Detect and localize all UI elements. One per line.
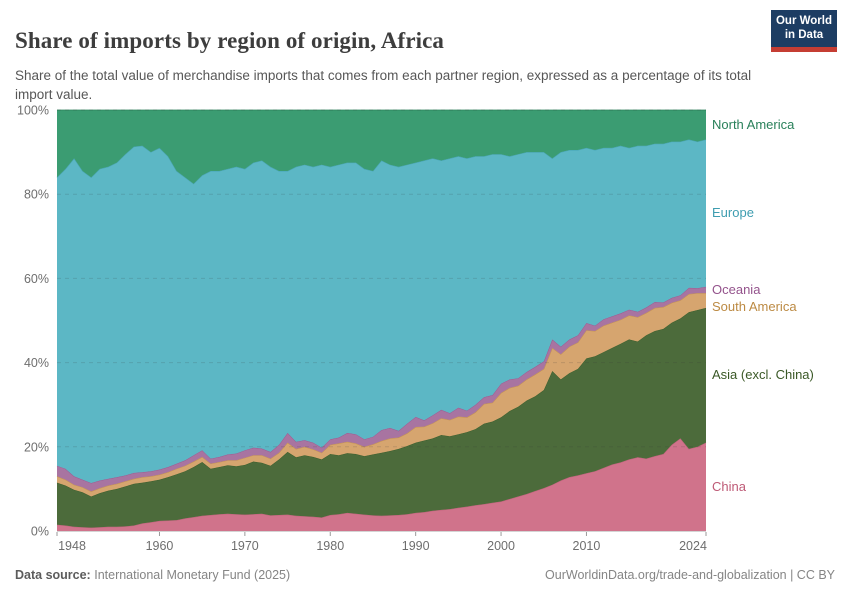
data-source-label: Data source: <box>15 568 91 582</box>
chart-subtitle: Share of the total value of merchandise … <box>15 67 752 102</box>
y-axis-tick-label-40: 40% <box>24 356 49 370</box>
owid-logo-line2: in Data <box>784 28 824 41</box>
y-axis-tick-label-20: 20% <box>24 440 49 454</box>
chart-area-china[interactable] <box>57 438 706 531</box>
chart-legend: North America Europe Oceania South America A… <box>712 0 847 560</box>
legend-label-oceania[interactable]: Oceania <box>712 281 761 297</box>
y-axis-tick-label-0: 0% <box>31 525 49 539</box>
legend-label-europe[interactable]: Europe <box>712 205 754 221</box>
x-axis-tick-label-1960: 1960 <box>146 539 174 553</box>
x-axis-tick-label-1990: 1990 <box>402 539 430 553</box>
y-axis-tick-label-100: 100% <box>17 104 49 118</box>
legend-label-south-america[interactable]: South America <box>712 298 797 314</box>
chart-area-asia-excl-china[interactable] <box>57 307 706 528</box>
owid-logo-line1: Our World <box>775 15 832 27</box>
legend-label-north-america[interactable]: North America <box>712 116 795 132</box>
page-title: Share of imports by region of origin, Af… <box>15 28 445 54</box>
owid-logo[interactable]: Our World in Data <box>771 10 837 52</box>
y-axis-tick-label-80: 80% <box>24 188 49 202</box>
chart-area-north-america[interactable] <box>57 110 706 184</box>
data-source: Data source: International Monetary Fund… <box>15 568 290 582</box>
x-axis-tick-label-1948: 1948 <box>58 539 86 553</box>
x-axis-tick-label-1980: 1980 <box>316 539 344 553</box>
chart-footer: Data source: International Monetary Fund… <box>15 568 835 590</box>
owid-url-license[interactable]: OurWorldinData.org/trade-and-globalizati… <box>545 568 835 582</box>
legend-label-asia-excl-china[interactable]: Asia (excl. China) <box>712 367 814 383</box>
chart-area-europe[interactable] <box>57 139 706 484</box>
y-axis-tick-label-60: 60% <box>24 272 49 286</box>
x-axis-tick-label-2000: 2000 <box>487 539 515 553</box>
legend-label-china[interactable]: China <box>712 478 746 494</box>
data-source-value: International Monetary Fund (2025) <box>94 568 291 582</box>
x-axis-tick-label-1970: 1970 <box>231 539 259 553</box>
x-axis-tick-label-2024: 2024 <box>679 539 707 553</box>
x-axis-tick-label-2010: 2010 <box>573 539 601 553</box>
